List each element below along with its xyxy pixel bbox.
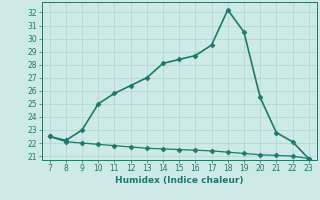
X-axis label: Humidex (Indice chaleur): Humidex (Indice chaleur) (115, 176, 244, 185)
